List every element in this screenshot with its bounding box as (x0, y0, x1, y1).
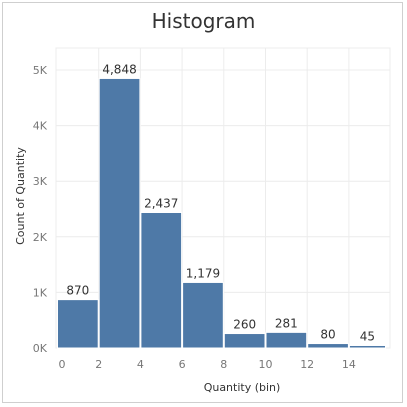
x-tick-label: 4 (137, 358, 144, 371)
data-labels: 870 4,848 2,437 1,179 260 281 80 45 (66, 62, 375, 343)
chart-title: Histogram (151, 9, 256, 33)
y-tick-label: 2K (33, 231, 48, 244)
x-tick-label: 14 (342, 358, 356, 371)
y-tick-label: 3K (33, 175, 48, 188)
x-axis-label: Quantity (bin) (204, 381, 281, 394)
y-axis-label: Count of Quantity (14, 147, 27, 245)
x-tick-label: 0 (59, 358, 66, 371)
histogram-bar (223, 333, 266, 349)
bar-data-label: 260 (233, 318, 256, 332)
y-tick-label: 0K (33, 342, 48, 355)
x-tick-label: 8 (220, 358, 227, 371)
histogram-bars (57, 77, 386, 349)
histogram-bar (348, 344, 386, 349)
chart-frame (2, 2, 403, 403)
y-axis-ticks: 0K 1K 2K 3K 4K 5K (33, 64, 48, 355)
x-tick-label: 12 (300, 358, 314, 371)
histogram-bar (307, 343, 349, 349)
x-tick-label: 10 (259, 358, 273, 371)
histogram-bar (265, 331, 308, 349)
x-tick-label: 6 (179, 358, 186, 371)
y-tick-label: 5K (33, 64, 48, 77)
histogram-bar (98, 77, 141, 349)
bar-data-label: 870 (66, 284, 89, 298)
y-tick-label: 1K (33, 286, 48, 299)
y-tick-label: 4K (33, 120, 48, 133)
bar-data-label: 281 (275, 316, 298, 330)
x-axis-ticks: 0 2 4 6 8 10 12 14 (59, 358, 356, 371)
histogram-bar (140, 212, 183, 349)
bar-data-label: 45 (360, 329, 375, 343)
bar-data-label: 2,437 (144, 197, 178, 211)
x-tick-label: 2 (95, 358, 102, 371)
histogram-bar (57, 299, 99, 349)
bar-data-label: 4,848 (102, 62, 136, 76)
histogram-bar (182, 281, 224, 349)
bar-data-label: 1,179 (186, 266, 220, 280)
bar-data-label: 80 (320, 328, 335, 342)
